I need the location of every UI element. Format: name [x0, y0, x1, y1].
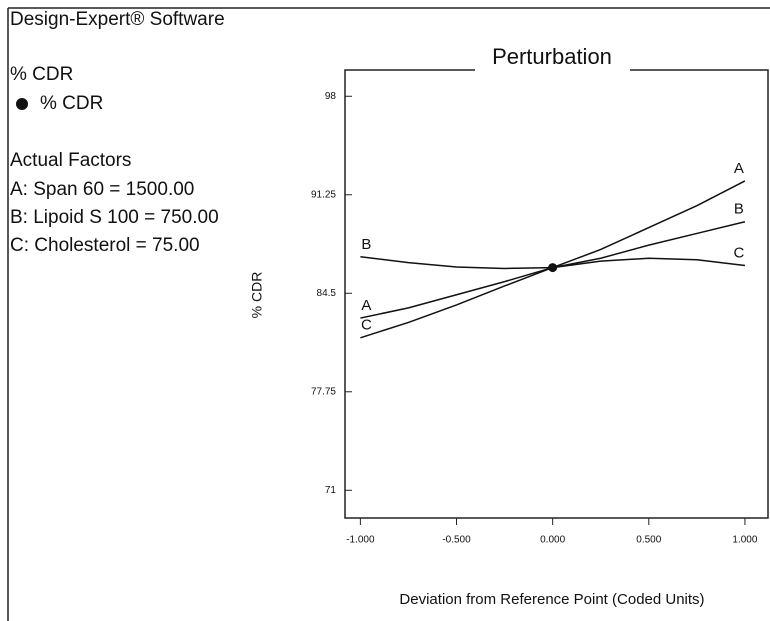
legend-dot [16, 98, 28, 110]
chart-title: Perturbation [492, 44, 612, 69]
series-label: B [361, 236, 371, 253]
series-line [360, 180, 746, 319]
y-tick-label: 77.75 [311, 386, 336, 397]
series-line [360, 221, 746, 270]
x-axis-label: Deviation from Reference Point (Coded Un… [399, 591, 704, 608]
reference-point [548, 263, 558, 273]
x-tick-label: 0.500 [636, 535, 661, 546]
series-label: C [734, 245, 745, 262]
series-label: A [734, 160, 744, 177]
series-label: C [361, 317, 372, 334]
series-label: B [734, 201, 744, 218]
y-tick-label: 91.25 [311, 189, 336, 200]
series-label: A [361, 297, 371, 314]
y-axis-label: % CDR [249, 272, 265, 319]
response-legend: % CDR [40, 93, 103, 114]
y-tick-label: 98 [325, 91, 337, 102]
factor: B: Lipoid S 100 = 750.00 [10, 207, 219, 228]
x-tick-label: 0.000 [540, 535, 565, 546]
factor: C: Cholesterol = 75.00 [10, 235, 200, 256]
y-tick-label: 71 [325, 485, 337, 496]
title-bg [475, 45, 630, 75]
factor: A: Span 60 = 1500.00 [10, 179, 194, 200]
software: Design-Expert® Software [10, 9, 225, 30]
plot-frame [344, 69, 769, 519]
factors-title: Actual Factors [10, 150, 131, 171]
x-tick-label: 1.000 [732, 535, 757, 546]
x-tick-label: -1.000 [346, 535, 375, 546]
response-title: % CDR [10, 64, 73, 85]
x-tick-label: -0.500 [442, 535, 471, 546]
y-tick-label: 84.5 [317, 288, 337, 299]
